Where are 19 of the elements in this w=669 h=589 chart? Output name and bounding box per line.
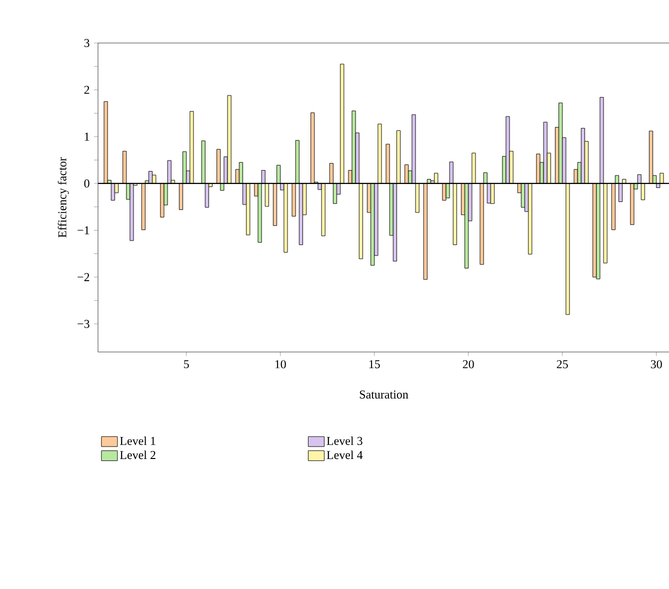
x-tick-label: 25 bbox=[556, 360, 568, 368]
x-tick-label: 5 bbox=[184, 360, 189, 368]
y-tick-label: 2 bbox=[84, 86, 90, 94]
legend-label: Level 2 bbox=[120, 450, 156, 460]
y-tick-label: 0 bbox=[84, 179, 90, 188]
y-tick-label: 1 bbox=[84, 132, 90, 141]
legend-label: Level 4 bbox=[326, 450, 363, 460]
y-tick-label: −3 bbox=[78, 320, 90, 328]
x-tick-label: 30 bbox=[650, 360, 662, 368]
y-axis-title: Efficiency factor bbox=[58, 157, 69, 238]
legend-label: Level 1 bbox=[120, 436, 156, 445]
y-tick-label: 3 bbox=[84, 38, 90, 48]
x-axis-title: Saturation bbox=[360, 390, 408, 399]
x-tick-label: 20 bbox=[462, 360, 474, 368]
x-tick-label: 10 bbox=[275, 360, 286, 368]
legend-label: Level 3 bbox=[326, 436, 362, 445]
x-tick-label: 15 bbox=[369, 360, 380, 368]
y-tick-label: −2 bbox=[78, 273, 90, 282]
y-tick-label: −1 bbox=[78, 226, 90, 234]
